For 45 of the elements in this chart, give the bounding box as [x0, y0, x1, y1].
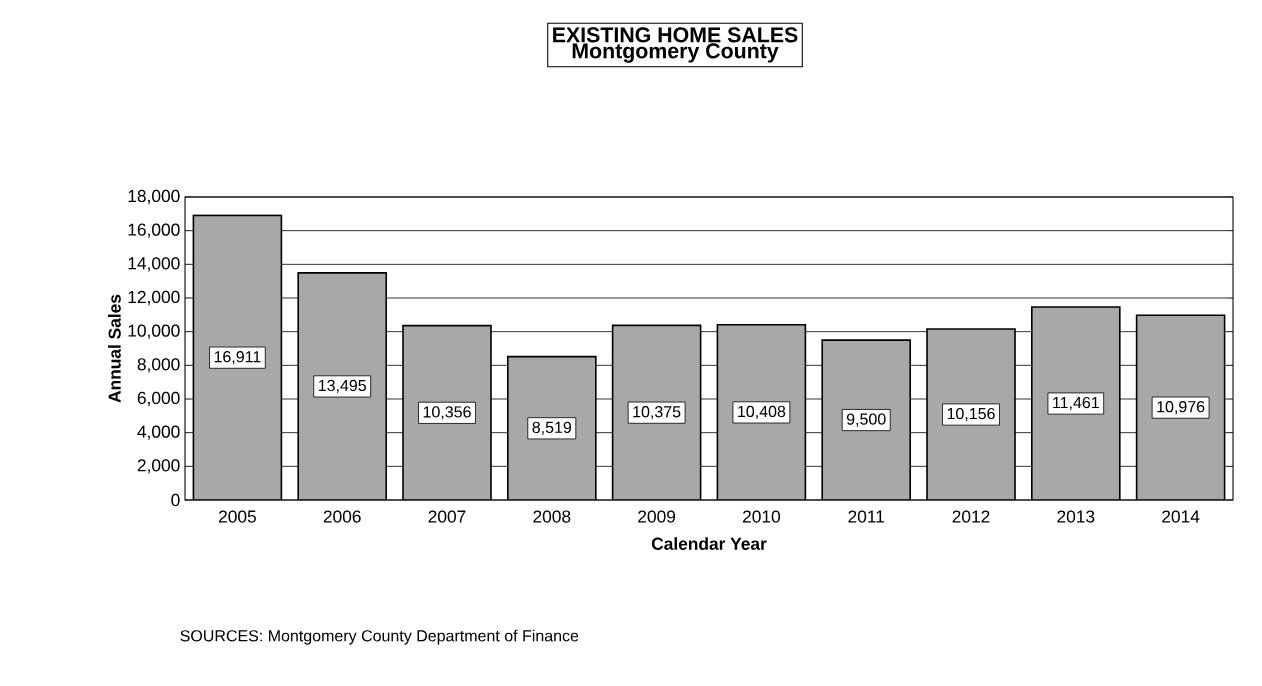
y-axis-title: Annual Sales	[108, 294, 121, 403]
x-tick-label: 2005	[219, 510, 256, 523]
bar	[193, 215, 282, 500]
y-tick-label: 16,000	[128, 223, 180, 238]
x-tick-label: 2008	[533, 510, 571, 523]
y-tick-label: 18,000	[128, 189, 180, 205]
x-tick-label: 2006	[323, 510, 361, 523]
bar	[927, 329, 1016, 500]
y-tick-label: 0	[171, 493, 180, 507]
data-label: 10,976	[1157, 401, 1205, 415]
data-label: 10,408	[738, 405, 786, 420]
y-tick-label: 4,000	[137, 425, 180, 440]
data-label: 10,375	[633, 406, 681, 420]
y-tick-label: 6,000	[137, 391, 180, 407]
data-label: 13,495	[318, 379, 366, 394]
y-tick-label: 8,000	[137, 358, 180, 373]
bar	[403, 325, 491, 500]
bar	[1135, 314, 1226, 500]
bar	[717, 324, 806, 500]
bar	[612, 325, 701, 500]
y-tick-label: 12,000	[128, 290, 180, 306]
y-tick-label: 2,000	[137, 459, 180, 474]
data-label: 16,911	[214, 351, 261, 365]
bar	[507, 356, 596, 500]
x-tick-label: 2014	[1162, 510, 1200, 523]
x-tick-label: 2011	[848, 510, 884, 523]
x-tick-label: 2010	[743, 510, 781, 523]
x-tick-label: 2009	[638, 510, 676, 523]
chart-subtitle: Montgomery County	[572, 43, 779, 63]
data-label: 10,156	[947, 407, 995, 422]
data-label: 11,461	[1053, 396, 1099, 411]
y-tick-label: 14,000	[128, 257, 180, 272]
x-axis-title: Calendar Year	[651, 537, 767, 550]
bar	[298, 272, 387, 500]
x-tick-label: 2013	[1057, 510, 1095, 523]
bar	[822, 340, 911, 500]
x-tick-label: 2007	[428, 510, 466, 523]
data-label: 9,500	[846, 413, 886, 427]
chart-title: EXISTING HOME SALES	[553, 27, 798, 43]
y-tick-label: 10,000	[128, 324, 180, 339]
data-label: 8,519	[532, 421, 572, 435]
source-note: SOURCES: Montgomery County Department of Finance	[180, 629, 579, 645]
bar	[1031, 307, 1120, 500]
data-label: 10,356	[423, 406, 471, 420]
x-tick-label: 2012	[952, 510, 990, 523]
